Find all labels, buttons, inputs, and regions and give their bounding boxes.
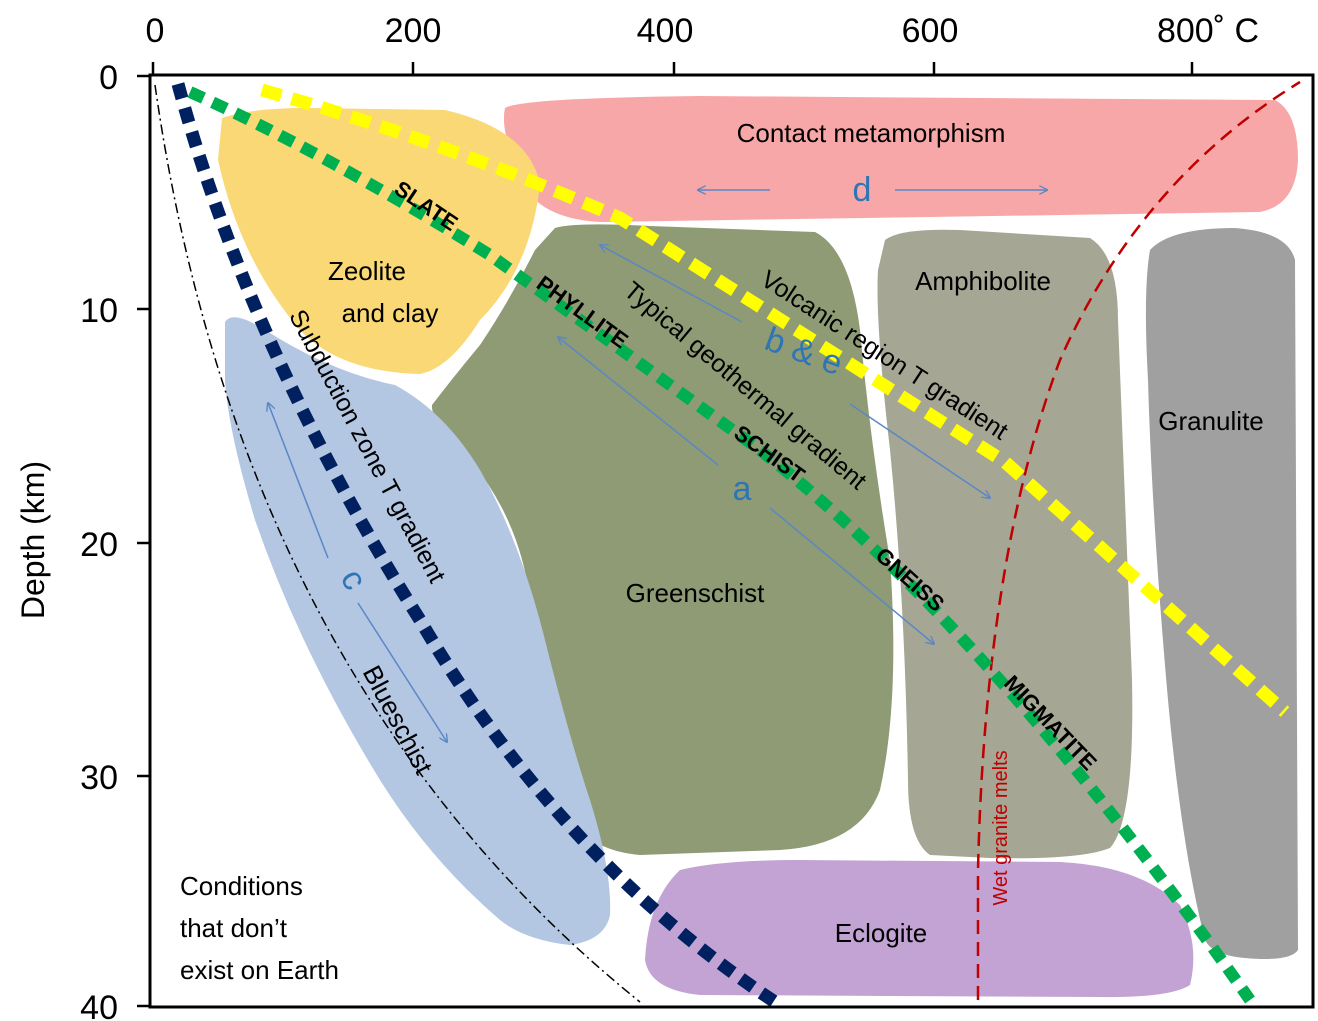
no-earth-line1: Conditions	[180, 871, 303, 901]
typical-gradient-line	[187, 86, 1255, 1004]
eclogite-region	[645, 860, 1194, 998]
no-earth-line2: that don’t	[180, 913, 288, 943]
x-tick-200: 200	[385, 12, 442, 50]
greenschist-label: Greenschist	[626, 578, 765, 608]
wet-granite-melt-label: Wet granite melts	[990, 750, 1012, 905]
wet-granite-melt-curve	[976, 80, 1301, 1000]
y-tick-40: 40	[80, 989, 118, 1021]
y-tick-0: 0	[99, 59, 118, 97]
x-tick-600: 600	[902, 12, 959, 50]
blueschist-region	[225, 317, 611, 945]
arrow-a-up	[558, 337, 719, 466]
y-axis-label: Depth (km)	[15, 461, 51, 619]
granulite-region	[1145, 228, 1298, 959]
zeolite-label-line1: Zeolite	[328, 256, 406, 286]
x-tick-marks	[151, 62, 1194, 75]
zeolite-label-line2: and clay	[342, 298, 439, 328]
contact-metamorphism-label: Contact metamorphism	[737, 118, 1006, 148]
arrow-be-down	[849, 403, 990, 498]
y-tick-20: 20	[80, 526, 118, 564]
y-tick-marks	[137, 74, 150, 1008]
amphibolite-label: Amphibolite	[915, 266, 1051, 296]
zeolite-region	[218, 108, 540, 374]
eclogite-label: Eclogite	[835, 918, 928, 948]
earth-limit-line	[154, 84, 641, 1003]
amphibolite-region	[877, 229, 1133, 859]
arrow-be-up	[600, 245, 743, 323]
subduction-gradient-line	[171, 82, 779, 1008]
x-tick-0: 0	[146, 12, 165, 50]
y-tick-10: 10	[80, 292, 118, 330]
x-tick-800: 800˚ C	[1157, 12, 1259, 50]
granulite-label: Granulite	[1158, 406, 1264, 436]
no-earth-line3: exist on Earth	[180, 955, 339, 985]
arrow-a-down	[769, 507, 934, 644]
x-tick-400: 400	[637, 12, 694, 50]
y-tick-30: 30	[80, 759, 118, 797]
arrow-c-down	[357, 602, 447, 742]
contact-metamorphism-region	[503, 96, 1298, 222]
label-a: a	[733, 470, 752, 508]
plot-frame	[148, 73, 1315, 1009]
arrow-c-up	[268, 403, 329, 559]
label-d: d	[853, 171, 872, 209]
